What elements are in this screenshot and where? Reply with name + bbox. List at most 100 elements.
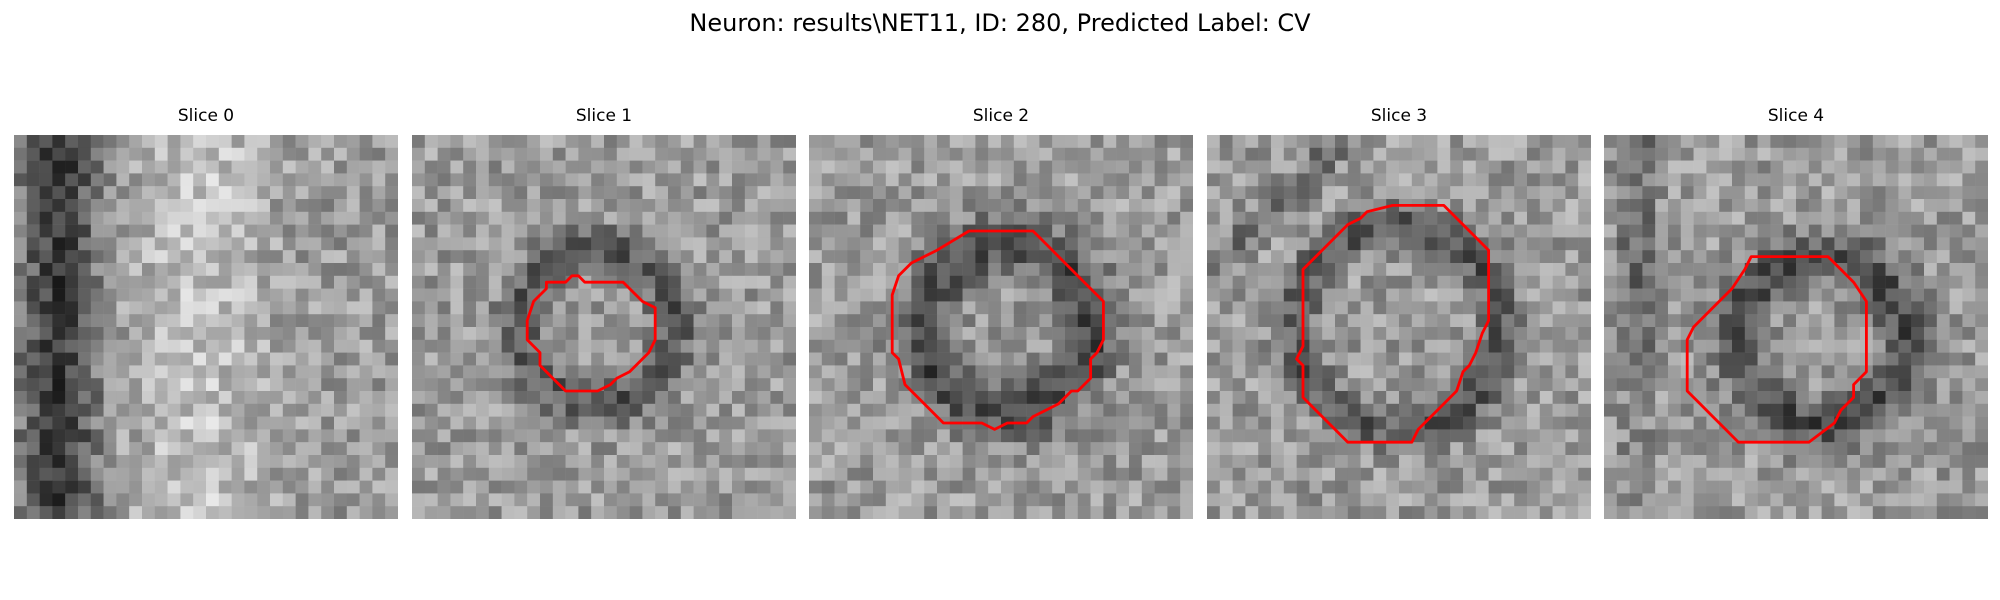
image-pixel: [1629, 263, 1643, 277]
image-pixel: [1808, 391, 1822, 405]
image-pixel: [346, 327, 360, 341]
image-pixel: [732, 455, 746, 469]
image-pixel: [450, 224, 464, 238]
image-pixel: [476, 455, 490, 469]
image-pixel: [26, 365, 40, 379]
image-pixel: [501, 429, 515, 443]
image-pixel: [1411, 391, 1425, 405]
image-pixel: [924, 506, 938, 519]
image-pixel: [1604, 416, 1618, 430]
image-pixel: [873, 250, 887, 264]
image-pixel: [706, 480, 720, 494]
image-pixel: [1296, 442, 1310, 456]
image-pixel: [937, 263, 951, 277]
image-pixel: [282, 403, 296, 417]
image-pixel: [1796, 263, 1810, 277]
image-pixel: [14, 186, 28, 200]
image-pixel: [988, 480, 1002, 494]
image-pixel: [744, 250, 758, 264]
image-pixel: [706, 160, 720, 174]
image-pixel: [719, 352, 733, 366]
image-pixel: [321, 429, 335, 443]
image-pixel: [129, 493, 143, 507]
image-pixel: [231, 506, 245, 519]
image-pixel: [1539, 314, 1553, 328]
image-pixel: [65, 263, 79, 277]
image-pixel: [1347, 493, 1361, 507]
image-pixel: [527, 327, 541, 341]
image-pixel: [552, 493, 566, 507]
image-pixel: [450, 480, 464, 494]
image-pixel: [1296, 224, 1310, 238]
image-pixel: [578, 147, 592, 161]
image-pixel: [437, 173, 451, 187]
image-pixel: [359, 493, 373, 507]
image-pixel: [1180, 467, 1193, 481]
image-pixel: [809, 442, 823, 456]
image-pixel: [116, 467, 130, 481]
image-pixel: [962, 378, 976, 392]
image-pixel: [90, 250, 104, 264]
image-pixel: [1514, 480, 1528, 494]
image-pixel: [1821, 199, 1835, 213]
image-pixel: [770, 352, 784, 366]
image-pixel: [1180, 173, 1193, 187]
image-pixel: [1258, 147, 1272, 161]
image-pixel: [706, 339, 720, 353]
image-pixel: [1180, 442, 1193, 456]
image-pixel: [1207, 147, 1221, 161]
image-pixel: [1258, 250, 1272, 264]
image-pixel: [949, 224, 963, 238]
image-pixel: [1360, 173, 1374, 187]
image-pixel: [244, 147, 258, 161]
image-pixel: [693, 480, 707, 494]
image-pixel: [1180, 199, 1193, 213]
image-pixel: [732, 263, 746, 277]
image-pixel: [1180, 378, 1193, 392]
image-pixel: [359, 506, 373, 519]
image-pixel: [1129, 416, 1143, 430]
image-pixel: [629, 314, 643, 328]
image-pixel: [540, 160, 554, 174]
image-pixel: [821, 314, 835, 328]
image-pixel: [244, 429, 258, 443]
image-pixel: [744, 135, 758, 149]
image-pixel: [616, 160, 630, 174]
image-pixel: [540, 301, 554, 315]
image-pixel: [821, 378, 835, 392]
image-pixel: [1090, 429, 1104, 443]
image-pixel: [1501, 429, 1515, 443]
image-pixel: [308, 416, 322, 430]
image-pixel: [1052, 237, 1066, 251]
image-pixel: [1219, 352, 1233, 366]
image-pixel: [1719, 301, 1733, 315]
image-pixel: [1141, 378, 1155, 392]
image-pixel: [565, 288, 579, 302]
image-pixel: [1565, 211, 1579, 225]
image-pixel: [270, 288, 284, 302]
image-pixel: [860, 250, 874, 264]
image-pixel: [180, 429, 194, 443]
image-pixel: [834, 442, 848, 456]
image-pixel: [1821, 391, 1835, 405]
image-pixel: [26, 403, 40, 417]
image-pixel: [193, 250, 207, 264]
image-pixel: [552, 147, 566, 161]
image-pixel: [898, 467, 912, 481]
image-pixel: [1232, 250, 1246, 264]
image-pixel: [1052, 301, 1066, 315]
image-pixel: [898, 493, 912, 507]
image-pixel: [1668, 506, 1682, 519]
image-pixel: [1949, 224, 1963, 238]
image-pixel: [809, 199, 823, 213]
image-pixel: [1411, 288, 1425, 302]
image-pixel: [962, 493, 976, 507]
image-pixel: [706, 506, 720, 519]
image-pixel: [552, 199, 566, 213]
image-pixel: [911, 288, 925, 302]
image-pixel: [642, 250, 656, 264]
image-pixel: [565, 352, 579, 366]
image-pixel: [1001, 288, 1015, 302]
image-pixel: [757, 199, 771, 213]
image-pixel: [1013, 442, 1027, 456]
